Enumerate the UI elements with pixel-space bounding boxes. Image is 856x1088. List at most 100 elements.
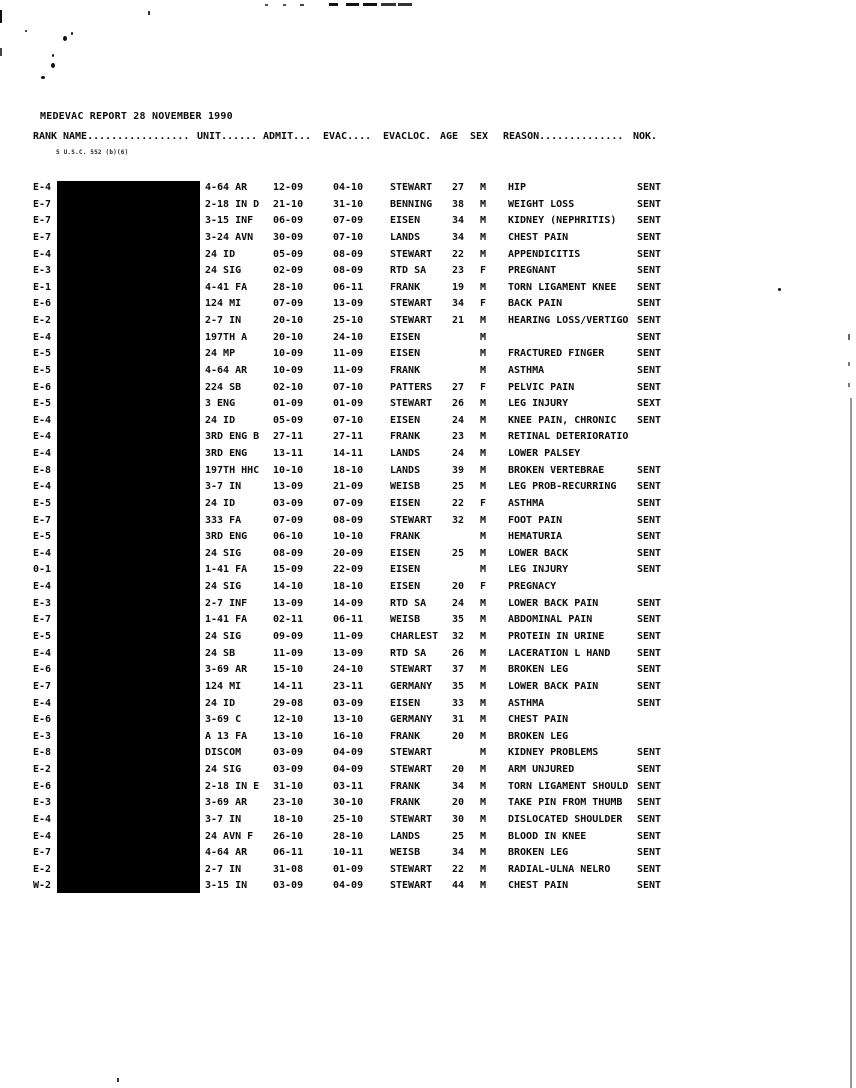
cell-evac: 11-09 [333, 631, 364, 642]
cell-unit: 1-41 FA [205, 564, 248, 576]
cell-nok: SENT [637, 780, 662, 792]
table-row: E-4 197TH A 20-10 24-10 EISEN M SENT [33, 330, 833, 347]
cell-evac: 31-10 [333, 198, 364, 210]
cell-admit: 12-09 [273, 182, 304, 193]
cell-evacloc: STEWART [390, 764, 433, 776]
cell-evacloc: EISEN [390, 331, 421, 343]
table-row: E-4 24 AVN F 26-10 28-10 LANDS 25 M BLOO… [33, 829, 833, 846]
cell-reason: PROTEIN IN URINE [508, 631, 605, 642]
cell-evac: 25-10 [333, 813, 364, 825]
cell-nok: SENT [637, 863, 662, 875]
cell-admit: 06-09 [273, 215, 304, 227]
cell-evacloc: STEWART [390, 747, 433, 759]
scan-artifact-right-edge-tick [848, 362, 850, 366]
table-row: E-6 224 SB 02-10 07-10 PATTERS 27 F PELV… [33, 380, 833, 397]
cell-admit: 26-10 [273, 830, 304, 842]
cell-evac: 28-10 [333, 830, 364, 842]
cell-reason: ASTHMA [508, 697, 545, 709]
cell-sex: M [480, 747, 487, 759]
cell-nok: SENT [637, 547, 662, 559]
cell-age: 22 [452, 248, 465, 260]
cell-age: 34 [452, 780, 465, 792]
table-row: W-2 3-15 IN 03-09 04-09 STEWART 44 M CHE… [33, 878, 833, 895]
table-row: E-5 24 MP 10-09 11-09 EISEN M FRACTURED … [33, 346, 833, 363]
cell-evacloc: FRANK [390, 281, 421, 293]
scan-artifact-top-dash [381, 3, 396, 6]
cell-evacloc: FRANK [390, 730, 421, 742]
cell-reason: LOWER BACK [508, 547, 569, 559]
cell-nok: SENT [637, 697, 662, 709]
cell-evac: 06-11 [333, 281, 364, 293]
cell-sex: M [480, 348, 487, 360]
table-row: E-7 333 FA 07-09 08-09 STEWART 32 M FOOT… [33, 513, 833, 530]
table-row: E-4 24 SB 11-09 13-09 RTD SA 26 M LACERA… [33, 646, 833, 663]
cell-rank: E-4 [33, 547, 52, 559]
cell-evac: 07-10 [333, 414, 364, 426]
cell-nok: SENT [637, 797, 662, 809]
cell-rank: E-4 [33, 331, 52, 343]
cell-evacloc: GERMANY [390, 680, 433, 692]
table-row: E-5 3 ENG 01-09 01-09 STEWART 26 M LEG I… [33, 396, 833, 413]
table-row: E-5 24 ID 03-09 07-09 EISEN 22 F ASTHMA … [33, 496, 833, 513]
cell-evac: 08-09 [333, 514, 364, 526]
cell-unit: 24 SIG [205, 265, 242, 277]
scan-artifact-speckle [778, 288, 781, 291]
cell-evacloc: LANDS [390, 830, 421, 842]
cell-reason: LOWER BACK PAIN [508, 680, 599, 692]
cell-rank: E-4 [33, 448, 52, 460]
cell-unit: 2-7 IN [205, 315, 242, 327]
table-header-row: RANK NAME................. UNIT...... AD… [0, 131, 856, 145]
cell-reason: LEG PROB-RECURRING [508, 481, 617, 493]
cell-nok: SENT [637, 531, 662, 543]
scan-artifact-left-edge-tick [0, 48, 2, 56]
cell-reason: TORN LIGAMENT KNEE [508, 281, 617, 293]
cell-rank: E-5 [33, 497, 52, 509]
cell-evac: 13-09 [333, 298, 364, 310]
scan-artifact-top-dash [398, 3, 412, 6]
cell-unit: 3RD ENG [205, 531, 248, 543]
cell-evacloc: WEISB [390, 481, 421, 493]
cell-unit: 3-69 C [205, 714, 242, 726]
cell-sex: M [480, 464, 487, 476]
table-row: E-3 3-69 AR 23-10 30-10 FRANK 20 M TAKE … [33, 795, 833, 812]
cell-evacloc: BENNING [390, 198, 433, 210]
cell-reason: BROKEN LEG [508, 664, 569, 676]
cell-sex: M [480, 614, 487, 626]
cell-admit: 02-09 [273, 265, 304, 277]
cell-unit: 2-7 IN [205, 863, 242, 875]
cell-reason: RADIAL-ULNA NELRO [508, 863, 611, 875]
cell-age: 35 [452, 680, 465, 692]
cell-evac: 13-09 [333, 647, 364, 659]
cell-sex: F [480, 497, 487, 509]
cell-reason: LEG INJURY [508, 398, 569, 410]
cell-nok: SENT [637, 514, 662, 526]
cell-evac: 04-09 [333, 747, 364, 759]
cell-reason: BLOOD IN KNEE [508, 830, 587, 842]
cell-sex: M [480, 215, 487, 227]
table-row: 0-1 1-41 FA 15-09 22-09 EISEN M LEG INJU… [33, 562, 833, 579]
cell-admit: 14-11 [273, 680, 304, 692]
cell-sex: M [480, 231, 487, 243]
table-row: E-3 2-7 INF 13-09 14-09 RTD SA 24 M LOWE… [33, 596, 833, 613]
cell-nok: SENT [637, 664, 662, 676]
table-row: E-7 3-24 AVN 30-09 07-10 LANDS 34 M CHES… [33, 230, 833, 247]
cell-evacloc: WEISB [390, 847, 421, 859]
cell-sex: M [480, 730, 487, 742]
table-row: E-6 3-69 AR 15-10 24-10 STEWART 37 M BRO… [33, 662, 833, 679]
cell-evac: 18-10 [333, 581, 364, 593]
cell-age: 44 [452, 880, 465, 892]
table-row: E-6 124 MI 07-09 13-09 STEWART 34 F BACK… [33, 296, 833, 313]
cell-admit: 21-10 [273, 198, 304, 210]
cell-admit: 02-10 [273, 381, 304, 393]
cell-rank: E-4 [33, 182, 52, 193]
cell-reason: BACK PAIN [508, 298, 563, 310]
cell-sex: M [480, 364, 487, 376]
table-row: E-4 24 SIG 08-09 20-09 EISEN 25 M LOWER … [33, 546, 833, 563]
cell-evacloc: STEWART [390, 248, 433, 260]
cell-rank: E-7 [33, 614, 52, 626]
cell-nok: SENT [637, 647, 662, 659]
column-header-admit: ADMIT... [263, 131, 312, 142]
scan-artifact-speckle [41, 76, 45, 79]
cell-unit: 2-18 IN E [205, 780, 260, 792]
